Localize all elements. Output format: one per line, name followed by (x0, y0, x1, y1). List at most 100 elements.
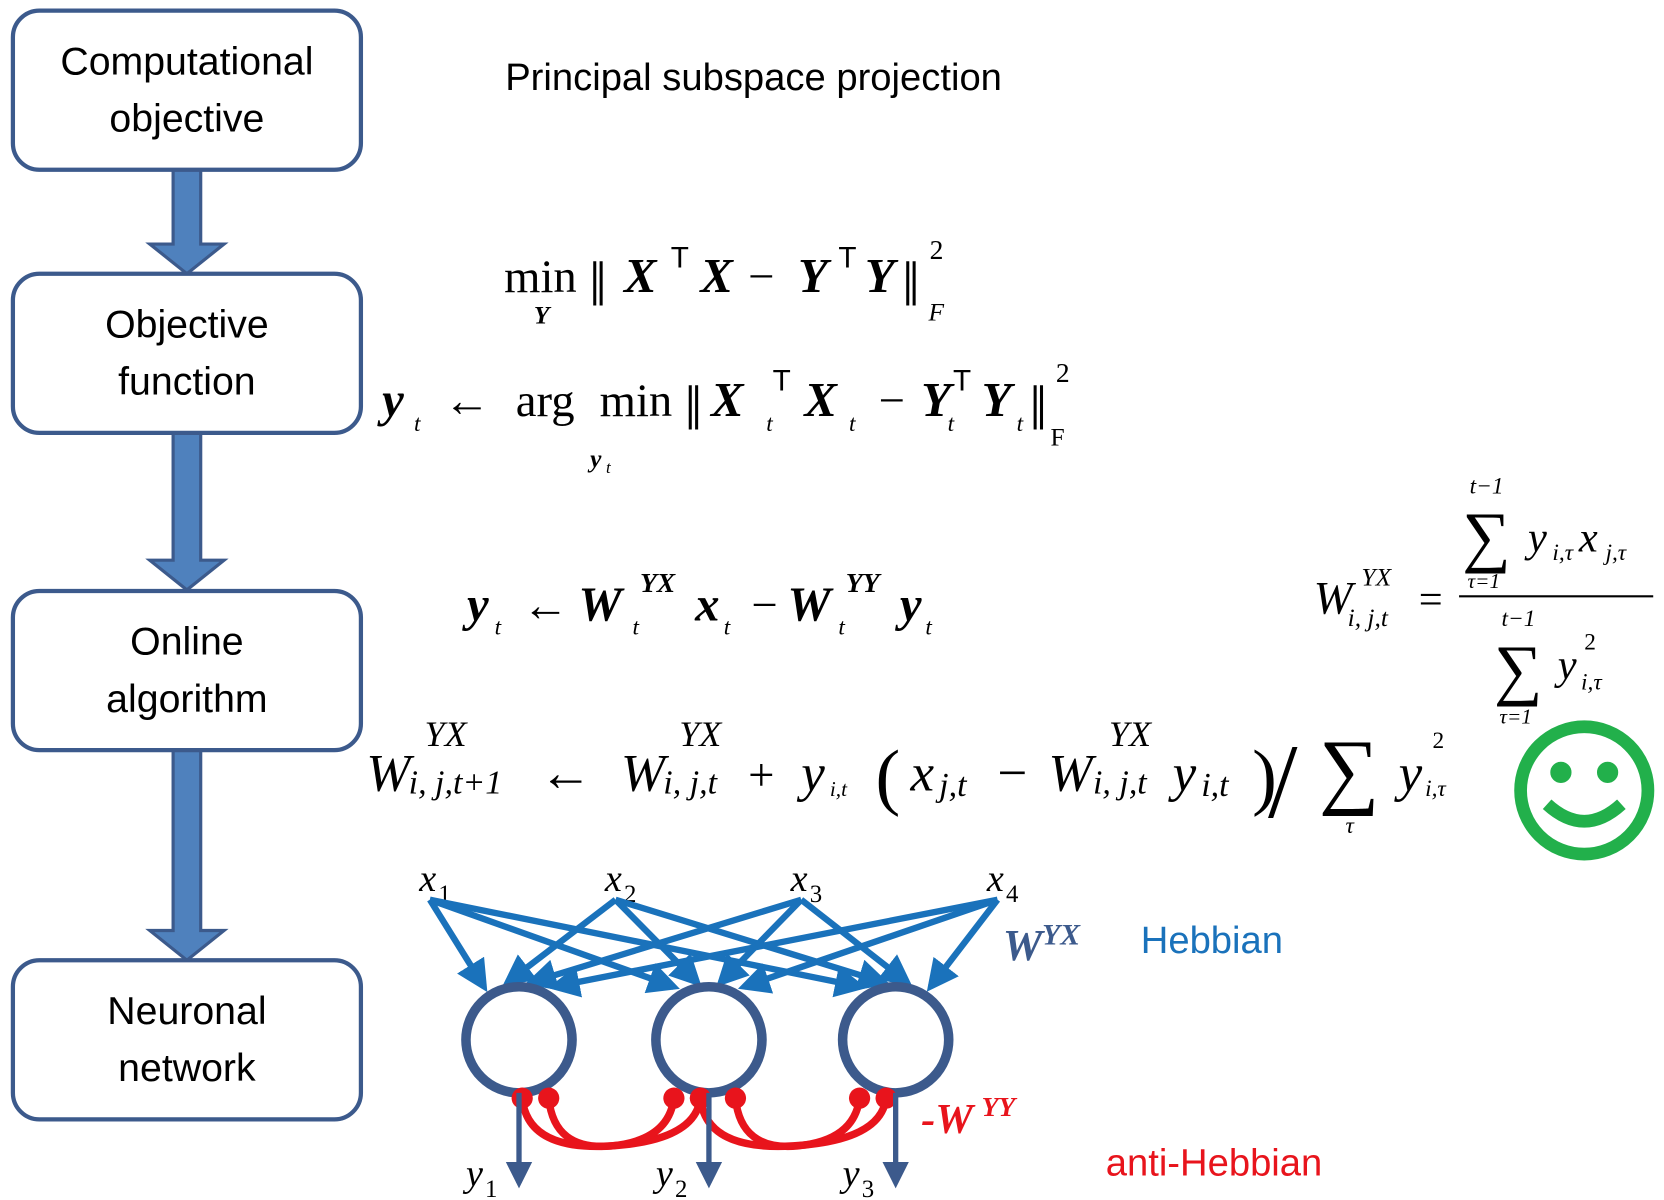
equation-part: YX (640, 567, 676, 598)
equation-part: X (622, 249, 658, 303)
equation-part: 2 (1056, 357, 1070, 388)
flow-label: Neuronal (107, 989, 266, 1033)
equation-part: X (709, 373, 745, 427)
equation-part: Y (798, 249, 832, 303)
equation-part: t (495, 614, 502, 640)
node-label-sub: 2 (675, 1176, 687, 1200)
lateral-synapse (545, 1097, 678, 1151)
hebbian-label: Hebbian (1141, 919, 1283, 962)
neuron (461, 981, 577, 1098)
equation-part: X (802, 373, 838, 427)
equation-part: i,t (830, 777, 848, 801)
equation-part: x (1578, 515, 1598, 562)
equation-part: 2 (1433, 728, 1445, 754)
equation-part: i, j,t (1348, 603, 1389, 632)
synapse-dot (724, 1087, 747, 1109)
equation-part: ‖ (685, 373, 703, 444)
equation-part: ← (539, 744, 592, 802)
equation-part: i, j,t (663, 765, 718, 802)
equation-part: τ (1346, 813, 1356, 839)
feedforward-synapse (547, 896, 999, 998)
equation-part: 2 (930, 234, 944, 265)
feedforward-synapse (737, 896, 999, 994)
flow-box (10, 958, 364, 1122)
feedforward-synapse (799, 897, 913, 987)
equation-part: ‖ (902, 249, 920, 320)
equation-part: T (773, 364, 791, 397)
flow-label: network (118, 1046, 256, 1090)
node-label: x (986, 858, 1004, 900)
flow-boxes: Computational objective Objective function O… (10, 8, 364, 1122)
lateral-synapse (731, 1097, 864, 1151)
ff-label: W (1003, 920, 1046, 970)
equation-part: t (948, 411, 955, 437)
equation-part: τ=1 (1468, 569, 1501, 593)
equation-part: W (1314, 572, 1357, 624)
equation-part: t (606, 458, 612, 477)
equation-part: T (838, 241, 856, 274)
flow-label: function (118, 360, 255, 404)
equation-part: t (633, 614, 640, 640)
equation-part: − (748, 251, 774, 303)
synapse-dot (848, 1087, 871, 1109)
equation-part: y (462, 578, 489, 632)
equation-part: i, j,t (1093, 765, 1148, 802)
equation-part: W (1048, 744, 1097, 802)
flow-label: Computational (60, 39, 313, 83)
equation-part: y (1394, 744, 1423, 802)
flow-label: Objective (105, 302, 269, 346)
flow-label: algorithm (106, 677, 267, 721)
equation-part: YX (1361, 563, 1392, 592)
equation-part: min (600, 375, 673, 427)
equation-part: x (694, 578, 719, 632)
equation-part: ∑ (1494, 631, 1542, 707)
equation-part: ) (1252, 736, 1277, 818)
feedforward-synapse (926, 897, 1001, 992)
equation-part: t−1 (1470, 473, 1504, 499)
equation-part: − (751, 580, 777, 632)
flow-box (10, 271, 364, 436)
neuron (837, 981, 954, 1098)
node-label: y (462, 1153, 483, 1195)
node-label-sub: 3 (862, 1176, 874, 1200)
flow-box (10, 588, 364, 753)
equation-part: y (587, 444, 602, 473)
smiley (1514, 720, 1655, 861)
equation-part: ← (522, 580, 569, 632)
node-label: x (418, 858, 436, 900)
equation-part: W (578, 578, 625, 632)
node-label: y (839, 1153, 860, 1195)
equation-part: j,τ (1602, 540, 1627, 566)
equation-part: i,τ (1425, 776, 1447, 802)
flow-box (10, 8, 364, 172)
equation-part: YY (846, 567, 882, 598)
flow-arrows (145, 168, 229, 963)
equation-part: y (895, 578, 922, 632)
equation-part: − (879, 375, 905, 427)
synapse-dot (689, 1087, 712, 1109)
equation-part: t (849, 411, 856, 437)
equation-part: τ=1 (1499, 705, 1532, 729)
equation-part: W (621, 744, 670, 802)
equation-part: YX (425, 714, 469, 754)
equation-part: t (724, 614, 731, 640)
equation-part: min (504, 251, 577, 303)
equation-part: Y (534, 301, 552, 330)
equation-part: T (953, 364, 971, 397)
synapse-dot (875, 1087, 897, 1109)
feedforward-synapse (716, 897, 804, 988)
equation-part: 2 (1584, 629, 1596, 655)
equation-part: y (377, 373, 404, 427)
equation-part: YX (679, 714, 723, 754)
equation-part: ← (444, 375, 491, 427)
node-label: x (790, 858, 808, 900)
equation-part: F (928, 297, 945, 326)
neuron (651, 981, 767, 1098)
equation-part: Y (865, 249, 899, 303)
node-label: y (652, 1153, 673, 1195)
equation-part: arg (516, 375, 575, 427)
equation-part: W (366, 744, 415, 802)
